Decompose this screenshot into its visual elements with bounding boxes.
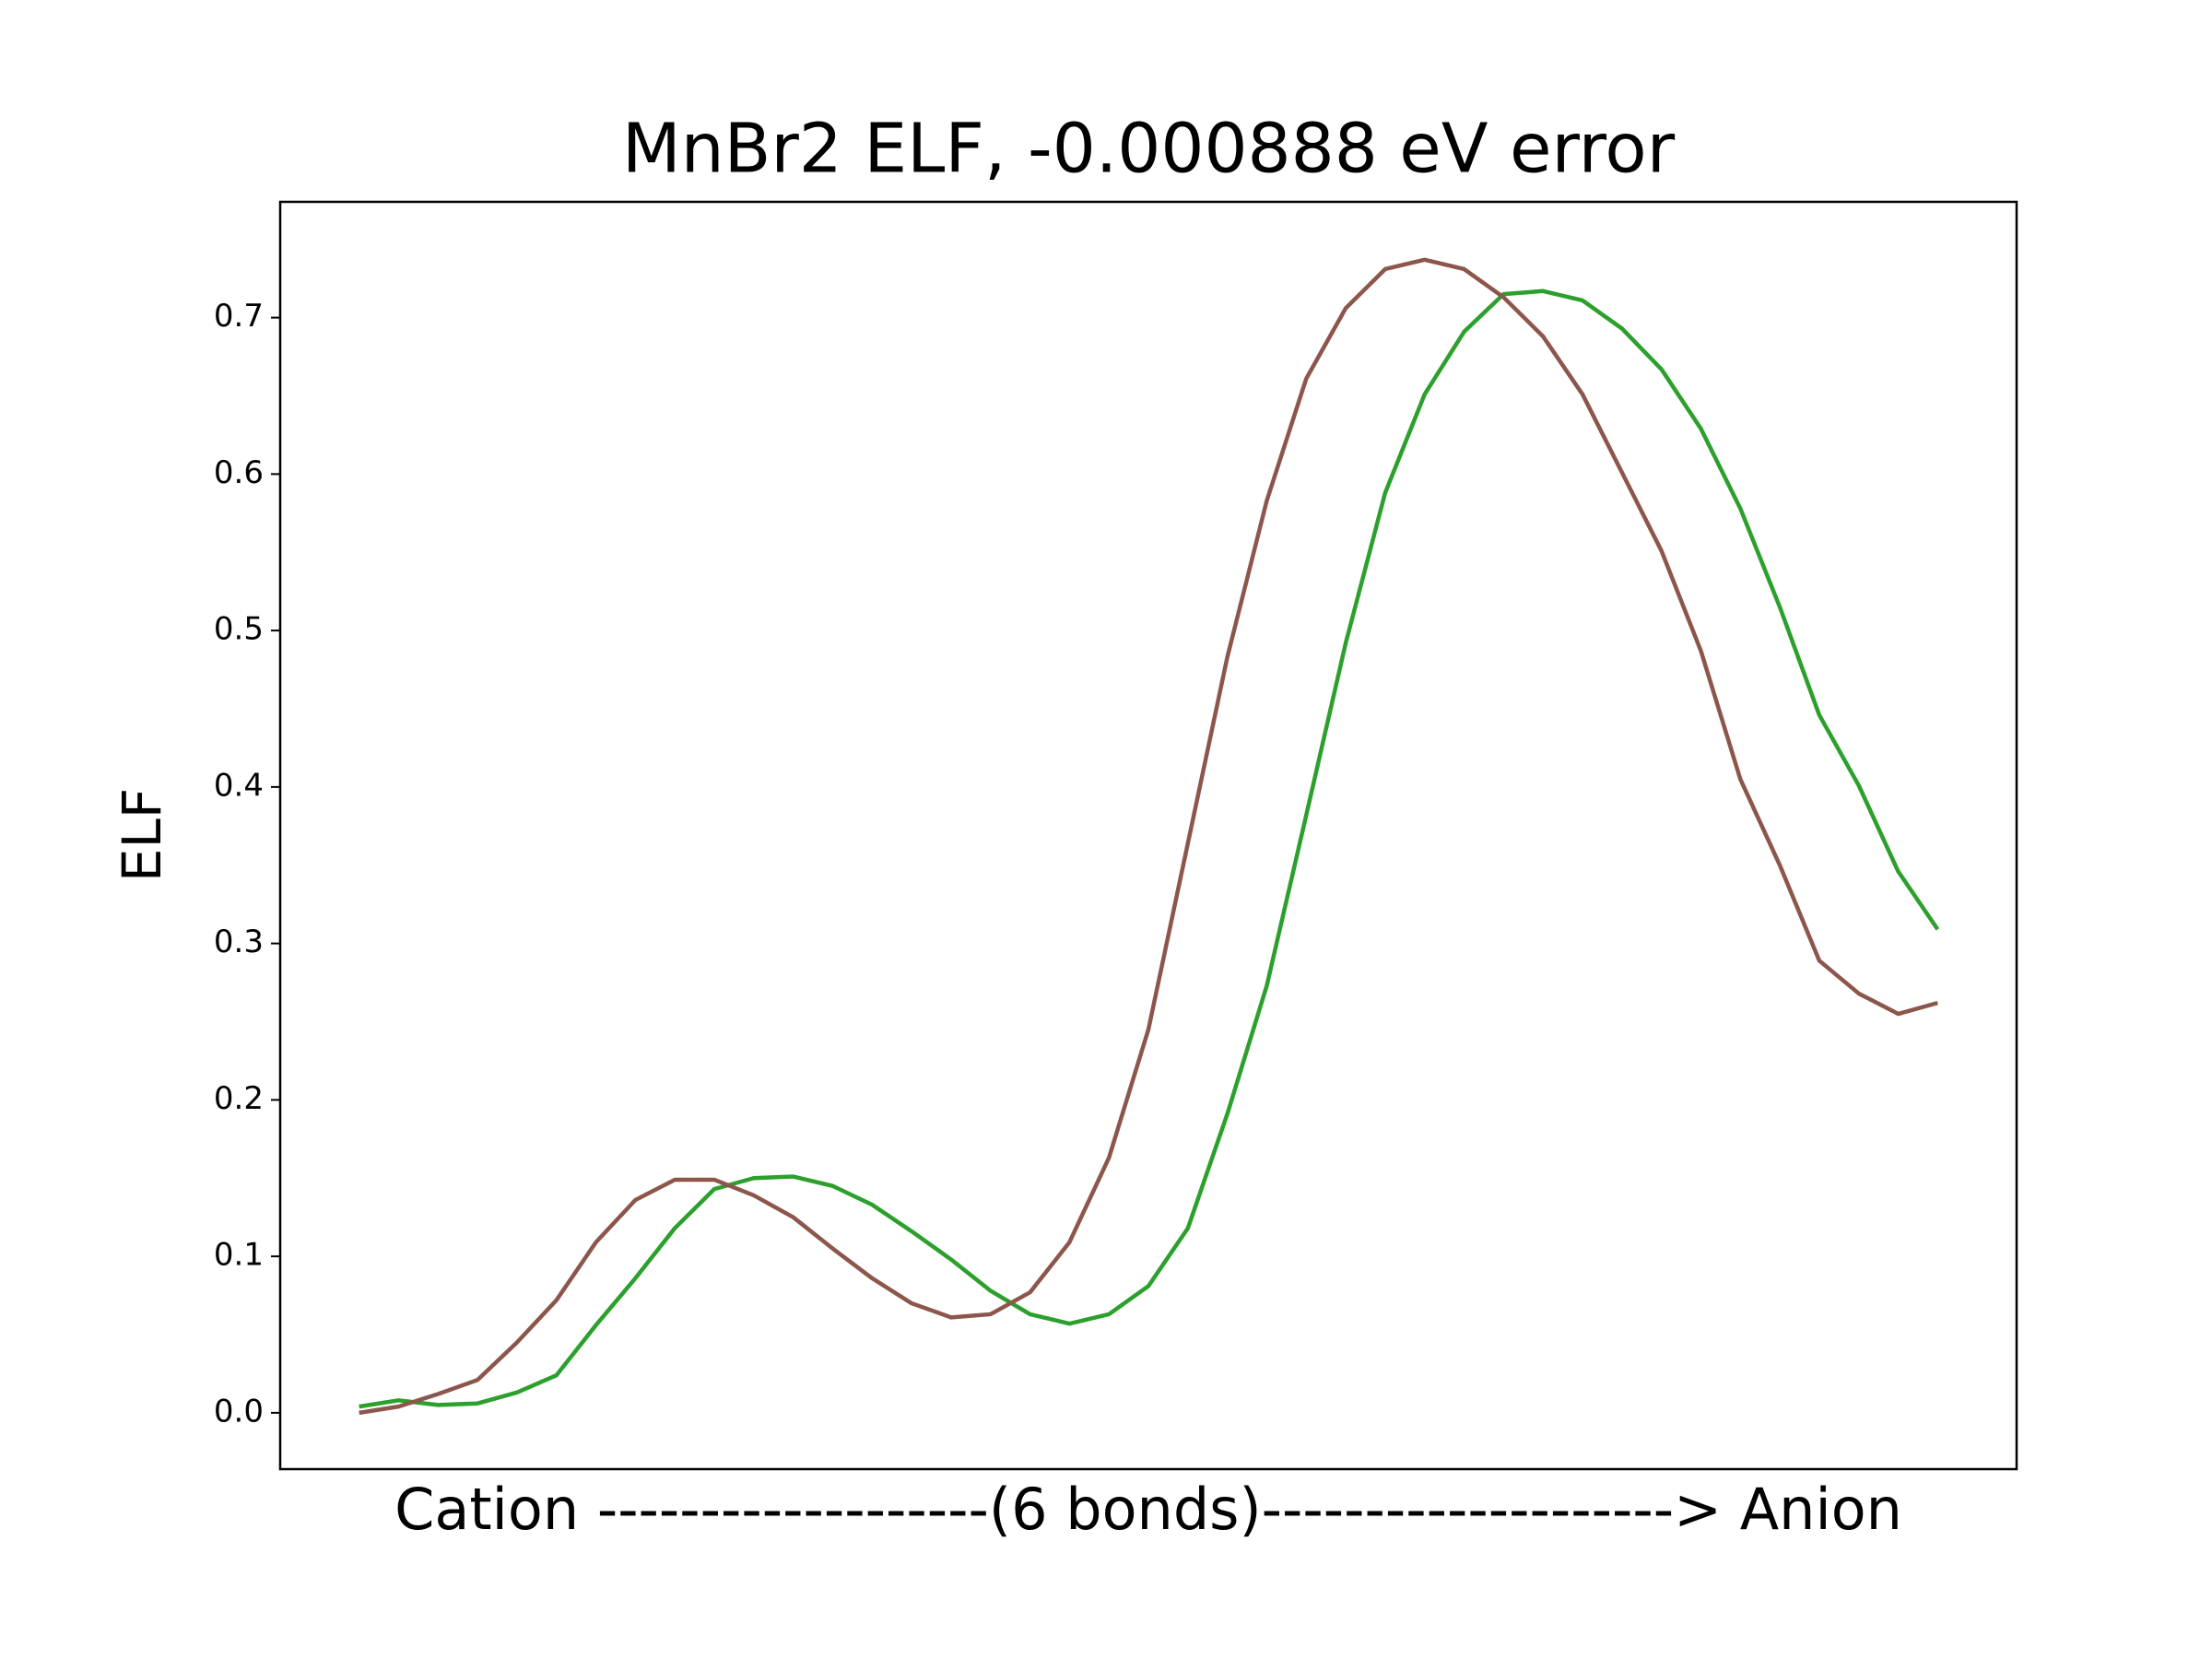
x-axis-label: Cation -------------------(6 bonds)-----…	[394, 1476, 1902, 1543]
y-tick-label: 0.3	[214, 924, 264, 960]
y-tick-label: 0.2	[214, 1080, 264, 1117]
y-tick-label: 0.6	[214, 454, 264, 491]
line-series	[359, 288, 1940, 1409]
y-tick-label: 0.0	[214, 1393, 264, 1430]
y-tick-label: 0.1	[214, 1237, 264, 1274]
y-axis-label: ELF	[111, 788, 173, 882]
y-tick-label: 0.4	[214, 767, 264, 804]
chart-title: MnBr2 ELF, -0.000888 eV error	[622, 110, 1676, 189]
line-series	[359, 257, 1938, 1416]
plot-frame	[278, 200, 2018, 1471]
y-tick-label: 0.5	[214, 611, 264, 648]
y-tick-label: 0.7	[214, 298, 264, 335]
